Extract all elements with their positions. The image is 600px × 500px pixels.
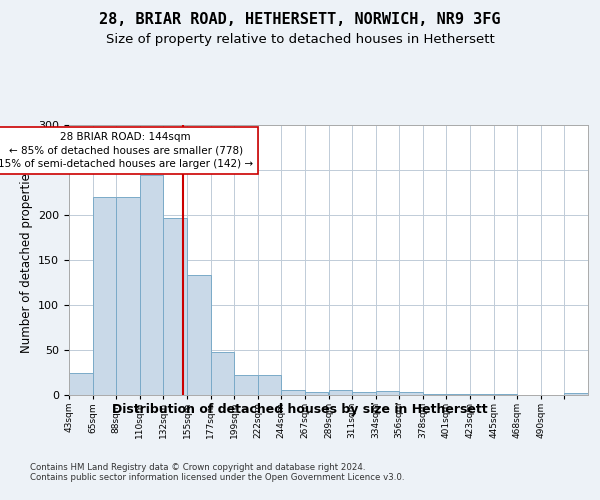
- Bar: [69, 372, 92, 395]
- Bar: [423, 394, 446, 395]
- Bar: [258, 375, 281, 395]
- Bar: [116, 197, 140, 395]
- Bar: [163, 218, 187, 395]
- Bar: [446, 394, 470, 395]
- Bar: [329, 390, 352, 395]
- Bar: [92, 197, 116, 395]
- Text: Size of property relative to detached houses in Hethersett: Size of property relative to detached ho…: [106, 32, 494, 46]
- Bar: [187, 276, 211, 395]
- Bar: [376, 392, 399, 395]
- Bar: [399, 392, 423, 395]
- Bar: [281, 390, 305, 395]
- Bar: [352, 392, 376, 395]
- Text: 28, BRIAR ROAD, HETHERSETT, NORWICH, NR9 3FG: 28, BRIAR ROAD, HETHERSETT, NORWICH, NR9…: [99, 12, 501, 28]
- Text: Contains HM Land Registry data © Crown copyright and database right 2024.
Contai: Contains HM Land Registry data © Crown c…: [30, 462, 404, 482]
- Bar: [565, 393, 588, 395]
- Bar: [140, 174, 163, 395]
- Bar: [470, 394, 494, 395]
- Y-axis label: Number of detached properties: Number of detached properties: [20, 167, 32, 353]
- Text: 28 BRIAR ROAD: 144sqm
← 85% of detached houses are smaller (778)
15% of semi-det: 28 BRIAR ROAD: 144sqm ← 85% of detached …: [0, 132, 253, 168]
- Bar: [494, 394, 517, 395]
- Bar: [234, 375, 258, 395]
- Text: Distribution of detached houses by size in Hethersett: Distribution of detached houses by size …: [112, 402, 488, 415]
- Bar: [211, 352, 234, 395]
- Bar: [305, 392, 329, 395]
